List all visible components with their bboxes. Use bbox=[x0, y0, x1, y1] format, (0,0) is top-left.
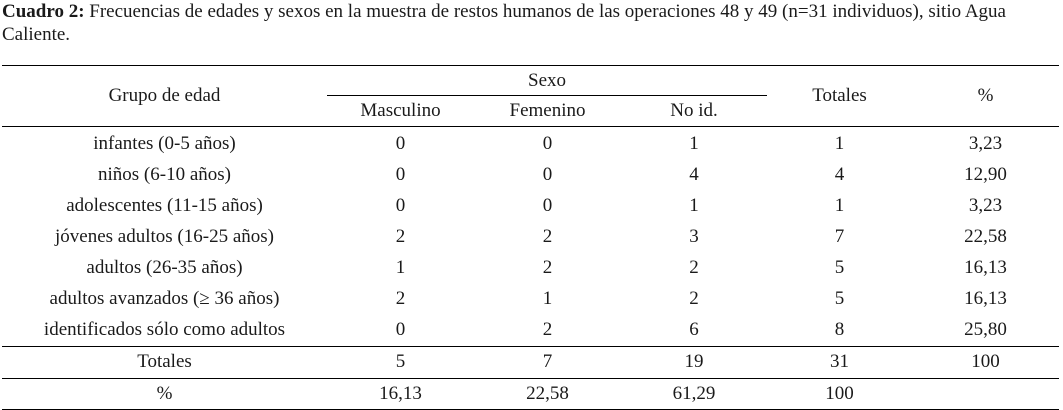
header-row-top: Grupo de edad Sexo Totales % bbox=[2, 65, 1059, 127]
table-row: adolescentes (11-15 años) 0 0 1 1 3,23 bbox=[2, 191, 1059, 222]
row-masculino: 0 bbox=[395, 319, 406, 340]
table-row: infantes (0-5 años) 0 0 1 1 3,23 bbox=[2, 126, 1059, 160]
totals-femenino: 7 bbox=[474, 345, 621, 378]
row-total: 8 bbox=[834, 319, 845, 340]
row-femenino: 2 bbox=[542, 226, 553, 247]
table-row: adultos avanzados (≥ 36 años) 2 1 2 5 16… bbox=[2, 284, 1059, 315]
caption-text: Frecuencias de edades y sexos en la mues… bbox=[2, 1, 1006, 45]
row-noid: 2 bbox=[689, 288, 699, 309]
row-pct: 22,58 bbox=[964, 226, 1007, 247]
age-sex-table: Grupo de edad Sexo Totales % Masculino F… bbox=[2, 65, 1059, 410]
row-noid: 1 bbox=[689, 195, 699, 216]
row-femenino: 2 bbox=[542, 257, 553, 278]
row-group: identificados sólo como adultos bbox=[43, 319, 286, 340]
row-pct: 12,90 bbox=[964, 164, 1007, 185]
row-group: adultos (26-35 años) bbox=[86, 257, 243, 278]
row-total: 5 bbox=[834, 257, 845, 278]
percent-pct bbox=[912, 377, 1059, 410]
row-noid: 2 bbox=[689, 257, 699, 278]
totals-label: Totales bbox=[2, 345, 327, 378]
header-sexo-cell: Sexo bbox=[327, 65, 767, 96]
row-noid: 1 bbox=[689, 133, 699, 154]
header-row-sub: Masculino Femenino No id. bbox=[2, 96, 1059, 127]
row-total: 7 bbox=[834, 226, 845, 247]
row-noid: 6 bbox=[689, 319, 699, 340]
row-noid: 3 bbox=[689, 226, 699, 247]
percent-masculino: 16,13 bbox=[327, 377, 474, 410]
totals-masculino: 5 bbox=[327, 345, 474, 378]
row-masculino: 2 bbox=[395, 288, 406, 309]
row-total: 5 bbox=[834, 288, 845, 309]
row-pct: 3,23 bbox=[968, 195, 1003, 216]
row-total: 4 bbox=[834, 164, 845, 185]
row-femenino: 2 bbox=[542, 319, 553, 340]
row-pct: 16,13 bbox=[964, 257, 1007, 278]
row-group: adultos avanzados (≥ 36 años) bbox=[49, 288, 280, 309]
row-noid: 4 bbox=[689, 164, 699, 185]
header-femenino: Femenino bbox=[474, 96, 621, 127]
row-masculino: 1 bbox=[395, 257, 406, 278]
row-masculino: 0 bbox=[395, 195, 406, 216]
table-row: identificados sólo como adultos 0 2 6 8 … bbox=[2, 315, 1059, 347]
header-group: Grupo de edad bbox=[2, 65, 327, 127]
percent-noid: 61,29 bbox=[621, 377, 767, 410]
row-masculino: 0 bbox=[395, 164, 406, 185]
caption-label: Cuadro 2: bbox=[2, 1, 85, 22]
row-pct: 16,13 bbox=[964, 288, 1007, 309]
row-group: jóvenes adultos (16-25 años) bbox=[55, 226, 274, 247]
row-femenino: 0 bbox=[542, 164, 553, 185]
percent-femenino: 22,58 bbox=[474, 377, 621, 410]
percent-row: % 16,13 22,58 61,29 100 bbox=[2, 377, 1059, 410]
totals-noid: 19 bbox=[621, 345, 767, 378]
totals-row: Totales 5 7 19 31 100 bbox=[2, 345, 1059, 378]
totals-total: 31 bbox=[767, 345, 912, 378]
header-noid: No id. bbox=[621, 96, 767, 127]
row-femenino: 0 bbox=[542, 133, 553, 154]
row-total: 1 bbox=[834, 195, 845, 216]
row-femenino: 1 bbox=[542, 288, 553, 309]
header-sexo: Sexo bbox=[327, 66, 767, 96]
totals-pct: 100 bbox=[912, 345, 1059, 378]
percent-label: % bbox=[2, 377, 327, 410]
percent-total: 100 bbox=[767, 377, 912, 410]
header-pct: % bbox=[912, 65, 1059, 127]
row-masculino: 0 bbox=[395, 133, 406, 154]
row-pct: 3,23 bbox=[968, 133, 1003, 154]
row-total: 1 bbox=[834, 133, 845, 154]
row-femenino: 0 bbox=[542, 195, 553, 216]
row-group: infantes (0-5 años) bbox=[93, 133, 236, 154]
row-pct: 25,80 bbox=[964, 319, 1007, 340]
table-row: niños (6-10 años) 0 0 4 4 12,90 bbox=[2, 160, 1059, 191]
table-caption: Cuadro 2: Frecuencias de edades y sexos … bbox=[2, 0, 1061, 46]
row-group: niños (6-10 años) bbox=[98, 164, 231, 185]
header-totales: Totales bbox=[767, 65, 912, 127]
row-group: adolescentes (11-15 años) bbox=[66, 195, 263, 216]
table-row: jóvenes adultos (16-25 años) 2 2 3 7 22,… bbox=[2, 222, 1059, 253]
header-masculino: Masculino bbox=[327, 96, 474, 127]
table-row: adultos (26-35 años) 1 2 2 5 16,13 bbox=[2, 253, 1059, 284]
row-masculino: 2 bbox=[395, 226, 406, 247]
